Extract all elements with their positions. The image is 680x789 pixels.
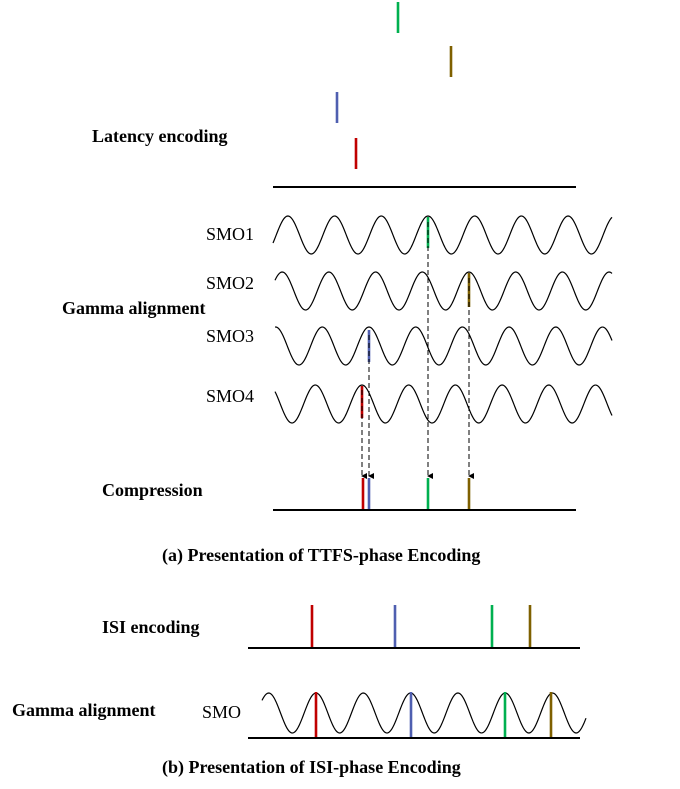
smo2-wave <box>274 271 613 311</box>
smo3-wave <box>274 326 613 366</box>
smo4-wave <box>274 384 613 424</box>
smo3-label: SMO3 <box>206 326 254 346</box>
panel-b: ISI encoding Gamma alignment SMO (b) Pre… <box>12 605 587 778</box>
gamma-alignment-label-b: Gamma alignment <box>12 700 156 720</box>
gamma-alignment-label-a: Gamma alignment <box>62 298 206 318</box>
caption-a: (a) Presentation of TTFS-phase Encoding <box>162 545 480 566</box>
smo4-label: SMO4 <box>206 386 254 406</box>
isi-encoding-label: ISI encoding <box>102 617 200 637</box>
compression-label: Compression <box>102 480 203 500</box>
smo-wave-b <box>261 692 587 734</box>
latency-spikes <box>335 2 453 169</box>
panel-a: Latency encoding SMO1 SMO2 SMO3 SMO4 Gam… <box>62 2 613 566</box>
smo-label: SMO <box>202 702 241 722</box>
smo1-label: SMO1 <box>206 224 254 244</box>
latency-encoding-label: Latency encoding <box>92 126 228 146</box>
caption-b: (b) Presentation of ISI-phase Encoding <box>162 757 461 778</box>
smo1-wave <box>272 215 613 255</box>
smo2-label: SMO2 <box>206 273 254 293</box>
